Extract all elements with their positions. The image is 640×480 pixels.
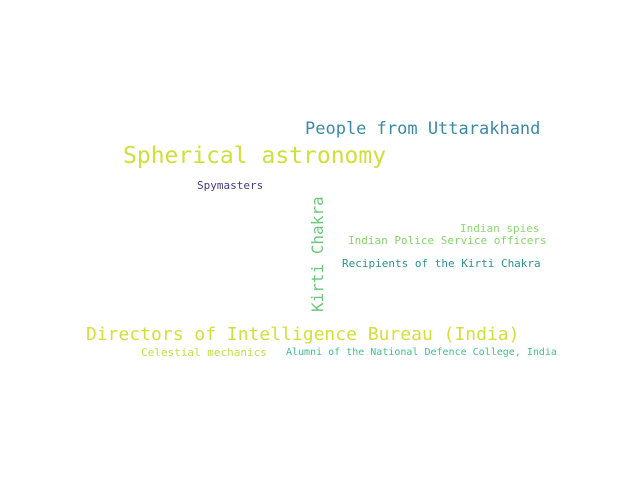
word-alumni-national-defence-college: Alumni of the National Defence College, …: [286, 347, 557, 358]
word-kirti-chakra: Kirti Chakra: [308, 196, 327, 312]
word-spherical-astronomy: Spherical astronomy: [123, 143, 387, 169]
word-indian-spies: Indian spies: [460, 222, 540, 235]
word-indian-police-service-officers: Indian Police Service officers: [348, 234, 547, 247]
word-spymasters: Spymasters: [197, 179, 264, 192]
word-directors-of-intelligence-bureau: Directors of Intelligence Bureau (India): [86, 324, 520, 345]
word-people-from-uttarakhand: People from Uttarakhand: [305, 119, 541, 139]
word-celestial-mechanics: Celestial mechanics: [141, 346, 267, 359]
word-recipients-of-the-kirti-chakra: Recipients of the Kirti Chakra: [342, 257, 541, 270]
